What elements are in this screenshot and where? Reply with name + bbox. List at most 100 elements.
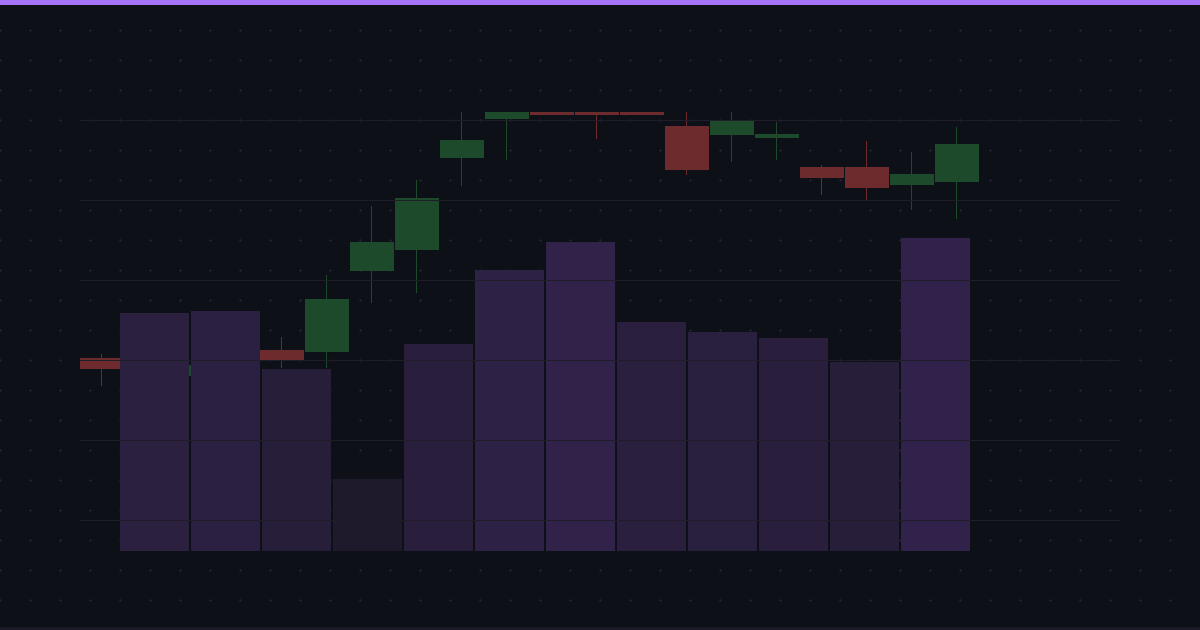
grid-dot xyxy=(420,599,421,602)
grid-dot xyxy=(900,509,901,512)
grid-dot xyxy=(360,599,361,602)
grid-dot xyxy=(510,29,511,32)
grid-dot xyxy=(1020,479,1021,482)
bottom-border xyxy=(0,627,1200,630)
volume-bar xyxy=(617,322,686,551)
grid-dot xyxy=(840,29,841,32)
grid-dot xyxy=(780,29,781,32)
accent-top-bar xyxy=(0,0,1200,5)
grid-dot xyxy=(270,599,271,602)
grid-dot xyxy=(660,209,661,212)
grid-dot xyxy=(990,329,991,332)
grid-dot xyxy=(960,569,961,572)
grid-dot xyxy=(690,329,691,332)
grid-dot xyxy=(360,59,361,62)
grid-dot xyxy=(1020,239,1021,242)
grid-dot xyxy=(930,149,931,152)
grid-dot xyxy=(60,539,61,542)
grid-dot xyxy=(870,209,871,212)
grid-dot xyxy=(180,29,181,32)
grid-dot xyxy=(690,599,691,602)
grid-dot xyxy=(60,239,61,242)
candle-up xyxy=(440,140,484,158)
grid-dot xyxy=(270,89,271,92)
grid-dot xyxy=(630,179,631,182)
grid-dot xyxy=(780,269,781,272)
grid-dot xyxy=(60,59,61,62)
grid-dot xyxy=(1110,59,1111,62)
grid-dot xyxy=(690,89,691,92)
grid-dot xyxy=(780,149,781,152)
grid-dot xyxy=(120,89,121,92)
grid-dot xyxy=(750,89,751,92)
grid-dot xyxy=(30,599,31,602)
grid-dot xyxy=(90,539,91,542)
grid-dot xyxy=(750,569,751,572)
grid-dot xyxy=(1170,89,1171,92)
grid-dot xyxy=(240,149,241,152)
grid-dot xyxy=(840,239,841,242)
grid-dot xyxy=(810,599,811,602)
grid-dot xyxy=(1080,449,1081,452)
grid-dot xyxy=(720,29,721,32)
grid-dot xyxy=(870,89,871,92)
grid-dot xyxy=(510,89,511,92)
grid-dot xyxy=(450,89,451,92)
grid-dot xyxy=(900,569,901,572)
grid-dot xyxy=(720,299,721,302)
grid-dot xyxy=(210,149,211,152)
grid-dot xyxy=(1110,449,1111,452)
grid-dot xyxy=(450,299,451,302)
grid-dot xyxy=(1050,569,1051,572)
grid-dot xyxy=(930,29,931,32)
grid-dot xyxy=(0,389,1,392)
grid-dot xyxy=(1110,89,1111,92)
grid-dot xyxy=(900,299,901,302)
grid-dot xyxy=(60,599,61,602)
grid-dot xyxy=(990,89,991,92)
grid-dot xyxy=(1080,89,1081,92)
grid-dot xyxy=(300,59,301,62)
candle-down xyxy=(530,112,574,115)
grid-dot xyxy=(0,569,1,572)
grid-dot xyxy=(960,599,961,602)
grid-dot xyxy=(150,569,151,572)
grid-dot xyxy=(390,89,391,92)
grid-dot xyxy=(1020,299,1021,302)
grid-dot xyxy=(1080,269,1081,272)
grid-dot xyxy=(90,209,91,212)
grid-dot xyxy=(30,119,31,122)
grid-dot xyxy=(870,29,871,32)
grid-dot xyxy=(1110,479,1111,482)
grid-dot xyxy=(1020,329,1021,332)
grid-dot xyxy=(840,179,841,182)
grid-dot xyxy=(30,89,31,92)
grid-dot xyxy=(90,239,91,242)
grid-dot xyxy=(0,599,1,602)
grid-dot xyxy=(900,389,901,392)
grid-dot xyxy=(1170,449,1171,452)
grid-dot xyxy=(240,299,241,302)
grid-dot xyxy=(1110,149,1111,152)
grid-dot xyxy=(750,29,751,32)
grid-dot xyxy=(480,239,481,242)
grid-dot xyxy=(930,569,931,572)
grid-dot xyxy=(90,509,91,512)
grid-dot xyxy=(60,29,61,32)
grid-dot xyxy=(330,29,331,32)
grid-dot xyxy=(540,179,541,182)
grid-dot xyxy=(1020,209,1021,212)
grid-dot xyxy=(1020,29,1021,32)
grid-dot xyxy=(1020,389,1021,392)
grid-dot xyxy=(270,299,271,302)
grid-dot xyxy=(1140,179,1141,182)
grid-dot xyxy=(210,179,211,182)
grid-dot xyxy=(270,209,271,212)
grid-dot xyxy=(180,149,181,152)
grid-dot xyxy=(90,329,91,332)
grid-dot xyxy=(1020,509,1021,512)
grid-dot xyxy=(120,29,121,32)
grid-dot xyxy=(240,599,241,602)
grid-dot xyxy=(420,569,421,572)
grid-dot xyxy=(1170,119,1171,122)
